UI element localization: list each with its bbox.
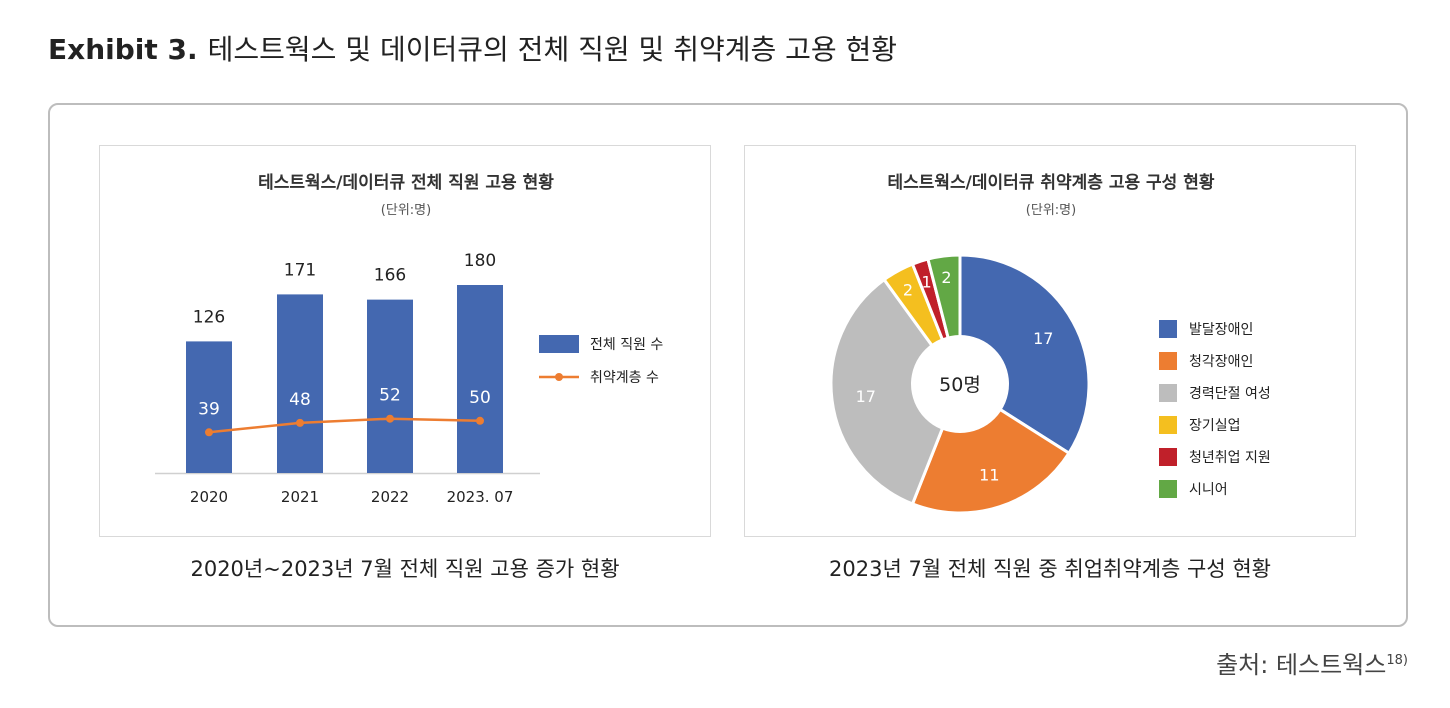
source-note: 출처: 테스트웍스18) <box>1216 645 1408 680</box>
x-tick-label: 2020 <box>190 488 228 506</box>
bar-chart-title: 테스트웍스/데이터큐 전체 직원 고용 현황 <box>258 173 554 193</box>
source-footnote: 18) <box>1386 653 1408 668</box>
donut-center-label: 50명 <box>939 374 981 396</box>
line-value-label: 52 <box>379 386 401 406</box>
bar-value-label: 166 <box>374 266 406 286</box>
pie-slice-label: 17 <box>856 387 876 406</box>
line-value-label: 39 <box>198 399 220 419</box>
bar-chart: 테스트웍스/데이터큐 전체 직원 고용 현황 (단위:명) 126 2020 171 20… <box>155 173 663 506</box>
legend-label: 청각장애인 <box>1189 354 1253 370</box>
line-point <box>476 416 484 425</box>
legend-label: 청년취업 지원 <box>1189 450 1271 466</box>
legend-swatch-3 <box>1159 416 1177 434</box>
bar-chart-subtitle: (단위:명) <box>381 203 431 218</box>
exhibit-title: Exhibit 3. 테스트웍스 및 데이터큐의 전체 직원 및 취약계층 고용 … <box>48 28 897 68</box>
bar-value-label: 180 <box>464 251 496 271</box>
bar-2020 <box>186 341 232 473</box>
legend-swatch-2 <box>1159 384 1177 402</box>
bar-chart-caption: 2020년~2023년 7월 전체 직원 고용 증가 현황 <box>190 557 620 581</box>
line-point <box>205 428 213 437</box>
pie-slice-label: 2 <box>941 268 951 287</box>
pie-slice-label: 2 <box>903 280 913 299</box>
legend-label-line: 취약계층 수 <box>590 370 659 386</box>
exhibit-title-text: 테스트웍스 및 데이터큐의 전체 직원 및 취약계층 고용 현황 <box>207 33 898 66</box>
line-value-label: 50 <box>469 388 491 408</box>
pie-slice-label: 1 <box>922 272 932 291</box>
bar-2021 <box>277 294 323 473</box>
legend-swatch-4 <box>1159 448 1177 466</box>
exhibit-frame <box>48 103 1408 627</box>
x-tick-label: 2023. 07 <box>447 488 514 506</box>
bar-202307 <box>457 285 503 473</box>
exhibit-number: Exhibit 3. <box>48 33 198 66</box>
x-tick-label: 2022 <box>371 488 409 506</box>
bar-chart-panel: 테스트웍스/데이터큐 전체 직원 고용 현황 (단위:명) 126 2020 171 20… <box>99 145 711 537</box>
line-point <box>296 418 304 427</box>
legend-label: 장기실업 <box>1189 418 1241 434</box>
legend-label-bar: 전체 직원 수 <box>590 337 663 353</box>
source-label: 출처: 테스트웍스 <box>1216 651 1387 679</box>
pie-chart: 테스트웍스/데이터큐 취약계층 고용 구성 현황 (단위:명) 17 11 17 2 1 2 5… <box>829 172 1271 515</box>
pie-slice-2 <box>829 277 962 506</box>
bar-2022 <box>367 299 413 473</box>
pie-chart-title: 테스트웍스/데이터큐 취약계층 고용 구성 현황 <box>887 172 1214 193</box>
legend-label: 발달장애인 <box>1189 322 1253 338</box>
legend-swatch-5 <box>1159 480 1177 498</box>
x-tick-label: 2021 <box>281 488 319 506</box>
legend-label: 경력단절 여성 <box>1189 386 1271 402</box>
legend-swatch-line-marker <box>555 373 563 381</box>
line-point <box>386 414 394 423</box>
pie-slice-label: 17 <box>1033 329 1053 348</box>
pie-slice-label: 11 <box>979 465 999 484</box>
pie-chart-subtitle: (단위:명) <box>1026 203 1076 218</box>
legend-swatch-0 <box>1159 320 1177 338</box>
legend-label: 시니어 <box>1189 482 1228 498</box>
pie-chart-panel: 테스트웍스/데이터큐 취약계층 고용 구성 현황 (단위:명) 17 11 17 2 1 2 5… <box>744 145 1356 537</box>
donut-hole <box>911 335 1009 433</box>
line-value-label: 48 <box>289 390 311 410</box>
bar-value-label: 126 <box>193 307 225 327</box>
legend-swatch-bar <box>539 335 579 353</box>
pie-chart-caption: 2023년 7월 전체 직원 중 취업취약계층 구성 현황 <box>829 557 1271 581</box>
legend-swatch-1 <box>1159 352 1177 370</box>
bar-value-label: 171 <box>284 260 316 280</box>
line-series-vulnerable <box>208 417 481 434</box>
